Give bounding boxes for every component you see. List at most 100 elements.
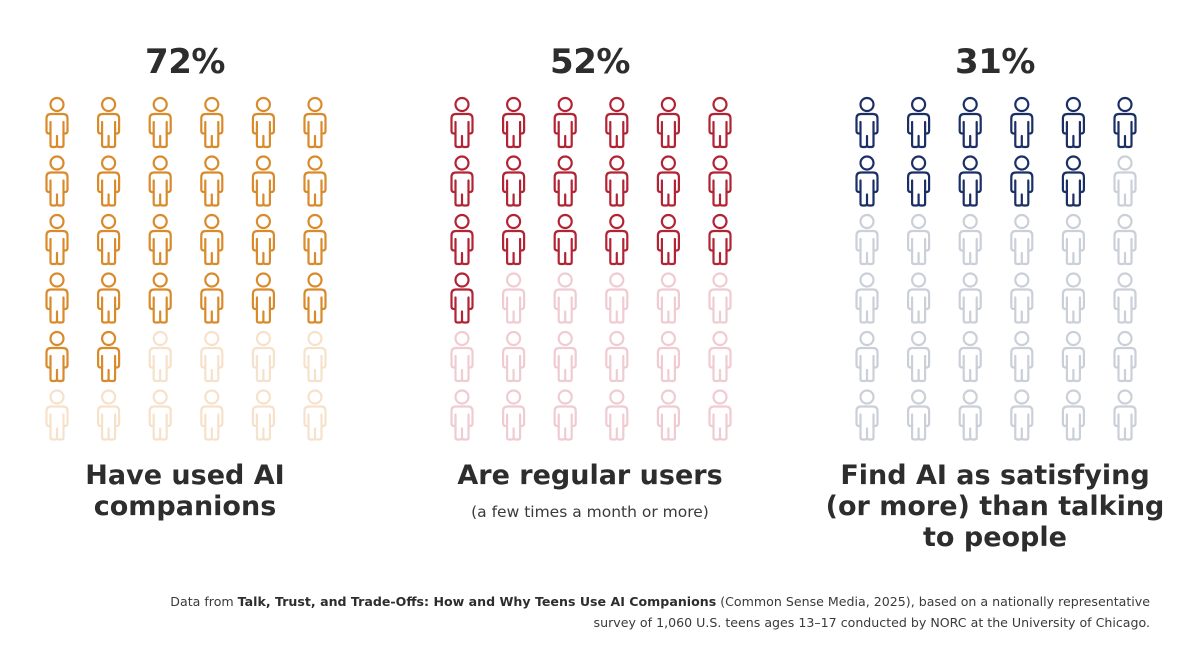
person-icon-empty bbox=[907, 330, 931, 383]
caption-line: Have used AI bbox=[85, 460, 285, 491]
person-icon-filled bbox=[605, 213, 629, 266]
person-icon-filled bbox=[958, 155, 982, 207]
source-line-1: Data from Talk, Trust, and Trade-Offs: H… bbox=[170, 594, 1150, 609]
person-icon-filled bbox=[605, 155, 629, 207]
person-icon-empty bbox=[1113, 272, 1137, 324]
person-icon-filled bbox=[553, 155, 577, 207]
person-icon-empty bbox=[1010, 330, 1034, 383]
panel-caption: Are regular users bbox=[410, 460, 770, 491]
caption-line: Find AI as satisfying bbox=[840, 460, 1150, 491]
person-icon-empty bbox=[303, 389, 327, 441]
person-icon-filled bbox=[97, 155, 121, 207]
person-icon-filled bbox=[97, 96, 121, 149]
person-icon-empty bbox=[907, 272, 931, 324]
person-icon-empty bbox=[553, 330, 577, 383]
person-icon-filled bbox=[553, 96, 577, 149]
panel-caption: Have used AI companions bbox=[5, 460, 365, 522]
person-icon-filled bbox=[251, 213, 275, 266]
person-icon-filled bbox=[605, 96, 629, 149]
person-icon-filled bbox=[200, 155, 224, 207]
person-icon-filled bbox=[1061, 96, 1085, 149]
person-icon-filled bbox=[251, 96, 275, 149]
caption-line: (or more) than talking bbox=[825, 491, 1165, 522]
person-icon-filled bbox=[502, 96, 526, 149]
person-icon-filled bbox=[855, 96, 879, 149]
person-icon-empty bbox=[251, 389, 275, 441]
stat-panel-satisfying: 31% Find AI as satisfying (or more) than… bbox=[815, 0, 1175, 560]
person-icon-filled bbox=[303, 155, 327, 207]
person-icon-empty bbox=[708, 389, 732, 441]
person-icon-filled bbox=[97, 213, 121, 266]
person-icon-empty bbox=[958, 389, 982, 441]
person-icon-filled bbox=[148, 96, 172, 149]
person-icon-empty bbox=[45, 389, 69, 441]
person-icon-filled bbox=[450, 213, 474, 266]
person-icon-empty bbox=[450, 330, 474, 383]
person-icon-filled bbox=[97, 272, 121, 324]
person-icon-empty bbox=[907, 389, 931, 441]
person-icon-empty bbox=[958, 330, 982, 383]
stat-panel-have-used: 72% Have used AI companions bbox=[5, 0, 365, 560]
person-icon-empty bbox=[855, 330, 879, 383]
person-icon-empty bbox=[200, 330, 224, 383]
person-icon-filled bbox=[553, 213, 577, 266]
person-icon-empty bbox=[502, 330, 526, 383]
person-icon-empty bbox=[1061, 272, 1085, 324]
person-icon-filled bbox=[1010, 155, 1034, 207]
person-icon-empty bbox=[1113, 389, 1137, 441]
person-icon-empty bbox=[148, 389, 172, 441]
person-icon-filled bbox=[708, 213, 732, 266]
person-icon-filled bbox=[200, 213, 224, 266]
person-icon-filled bbox=[148, 213, 172, 266]
person-icon-empty bbox=[303, 330, 327, 383]
panel-caption: Find AI as satisfying (or more) than tal… bbox=[815, 460, 1175, 553]
person-icon-filled bbox=[502, 213, 526, 266]
person-icon-empty bbox=[855, 272, 879, 324]
person-icon-filled bbox=[303, 272, 327, 324]
person-icon-filled bbox=[502, 155, 526, 207]
person-icon-empty bbox=[1061, 213, 1085, 266]
person-icon-filled bbox=[97, 330, 121, 383]
person-icon-empty bbox=[958, 213, 982, 266]
source-prefix: Data from bbox=[170, 594, 238, 609]
person-icon-filled bbox=[907, 96, 931, 149]
person-icon-filled bbox=[251, 272, 275, 324]
person-icon-empty bbox=[1113, 330, 1137, 383]
person-icon-filled bbox=[303, 96, 327, 149]
source-note: Data from Talk, Trust, and Trade-Offs: H… bbox=[50, 591, 1150, 633]
person-icon-filled bbox=[958, 96, 982, 149]
person-icon-empty bbox=[553, 389, 577, 441]
person-icon-empty bbox=[148, 330, 172, 383]
person-icon-filled bbox=[45, 96, 69, 149]
source-line-1-rest: (Common Sense Media, 2025), based on a n… bbox=[716, 594, 1150, 609]
person-icon-filled bbox=[45, 330, 69, 383]
person-icon-filled bbox=[200, 96, 224, 149]
source-line-2: survey of 1,060 U.S. teens ages 13–17 co… bbox=[593, 615, 1150, 630]
person-icon-empty bbox=[1113, 155, 1137, 207]
person-icon-filled bbox=[450, 155, 474, 207]
person-icon-empty bbox=[605, 330, 629, 383]
person-icon-filled bbox=[303, 213, 327, 266]
panel-subcaption: (a few times a month or more) bbox=[471, 503, 709, 521]
person-icon-empty bbox=[605, 389, 629, 441]
person-icon-filled bbox=[1010, 96, 1034, 149]
person-icon-empty bbox=[907, 213, 931, 266]
icon-grid bbox=[45, 96, 327, 441]
report-title: Talk, Trust, and Trade-Offs: How and Why… bbox=[237, 594, 717, 609]
person-icon-empty bbox=[1061, 389, 1085, 441]
person-icon-empty bbox=[200, 389, 224, 441]
person-icon-filled bbox=[1061, 155, 1085, 207]
person-icon-empty bbox=[1010, 213, 1034, 266]
person-icon-filled bbox=[907, 155, 931, 207]
percentage-value: 52% bbox=[550, 42, 630, 82]
person-icon-filled bbox=[656, 213, 680, 266]
person-icon-empty bbox=[656, 330, 680, 383]
person-icon-empty bbox=[502, 272, 526, 324]
person-icon-filled bbox=[450, 96, 474, 149]
person-icon-empty bbox=[553, 272, 577, 324]
person-icon-filled bbox=[45, 213, 69, 266]
person-icon-empty bbox=[1061, 330, 1085, 383]
person-icon-filled bbox=[45, 272, 69, 324]
person-icon-empty bbox=[1113, 213, 1137, 266]
person-icon-filled bbox=[251, 155, 275, 207]
